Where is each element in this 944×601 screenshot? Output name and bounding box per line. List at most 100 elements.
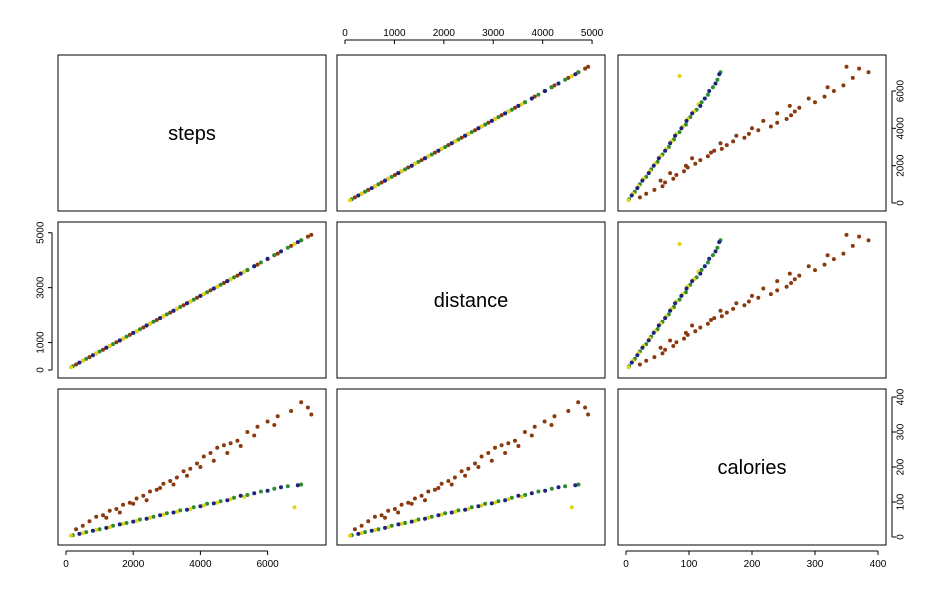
left-tick-label-distance-1000: 1000	[36, 331, 47, 354]
data-point-group_navy-13-steps-vs-distance	[529, 96, 534, 101]
data-point-group_brown-3-steps-vs-calories	[660, 184, 665, 189]
data-point-group_green-17-steps-vs-distance	[576, 70, 581, 75]
data-point-group_yellow-3-calories-vs-steps	[107, 525, 112, 530]
data-point-group_green-15-steps-vs-calories	[710, 85, 715, 90]
data-point-group_navy-9-calories-vs-steps	[198, 504, 203, 509]
top-tick-label-distance-0: 0	[342, 28, 348, 39]
data-point-group_brown-0-steps-vs-calories	[637, 195, 642, 200]
top-tick-label-distance-5000: 5000	[581, 28, 604, 39]
data-point-group_navy-4-calories-vs-distance	[409, 519, 414, 524]
data-point-group_brown-43-calories-vs-distance	[516, 444, 521, 448]
data-point-group_yellow-1-calories-vs-distance	[359, 531, 364, 536]
data-point-group_green-15-calories-vs-steps	[272, 486, 277, 491]
data-point-group_green-9-steps-vs-distance	[469, 130, 474, 135]
data-point-group_brown-37-calories-vs-steps	[158, 486, 163, 490]
data-point-group_navy-14-distance-vs-calories	[707, 256, 712, 261]
data-point-group_brown-7-calories-vs-distance	[399, 502, 404, 507]
data-point-group_yellow-14-calories-vs-steps	[292, 505, 297, 510]
data-point-group_brown-19-distance-vs-calories	[768, 292, 773, 297]
data-point-group_brown-15-steps-vs-calories	[731, 139, 736, 144]
data-point-group_green-3-calories-vs-steps	[111, 523, 115, 528]
data-point-group_navy-2-distance-vs-calories	[640, 345, 645, 350]
data-point-group_navy-1-steps-vs-calories	[635, 186, 640, 191]
data-point-group_yellow-10-calories-vs-steps	[201, 503, 206, 508]
data-point-group_navy-7-steps-vs-distance	[449, 141, 454, 146]
data-point-group_brown-4-steps-vs-calories	[663, 180, 668, 185]
data-point-group_green-2-calories-vs-distance	[376, 527, 381, 532]
data-point-group_brown-37-distance-vs-calories	[712, 316, 717, 321]
bottom-tick-label-calories-0: 0	[623, 559, 629, 570]
data-point-group_green-12-steps-vs-distance	[509, 107, 514, 112]
data-point-group_navy-9-distance-vs-steps	[198, 293, 203, 298]
data-point-group_yellow-7-calories-vs-steps	[161, 512, 166, 517]
data-point-group_brown-21-steps-vs-calories	[784, 117, 789, 121]
panel-frame-steps-calories	[617, 54, 887, 212]
data-point-group_brown-21-distance-vs-calories	[784, 284, 789, 289]
data-point-group_green-1-calories-vs-steps	[84, 530, 89, 535]
bottom-tick-label-calories-200: 200	[744, 559, 761, 570]
data-point-group_brown-4-calories-vs-distance	[379, 513, 384, 518]
data-point-group_brown-28-distance-vs-steps	[275, 251, 280, 256]
data-point-group_yellow-13-calories-vs-distance	[519, 494, 524, 499]
data-point-group_navy-1-calories-vs-steps	[90, 528, 95, 533]
bottom-tick-label-steps-4000: 4000	[189, 559, 212, 570]
data-point-group_green-4-calories-vs-steps	[124, 521, 129, 525]
data-point-group_brown-15-distance-vs-calories	[731, 306, 736, 311]
data-point-group_brown-24-calories-vs-distance	[513, 438, 517, 443]
data-point-group_yellow-6-calories-vs-distance	[426, 515, 431, 520]
data-point-group_brown-11-calories-vs-steps	[148, 489, 152, 494]
data-point-group_brown-17-calories-vs-distance	[466, 466, 471, 471]
data-point-group_yellow-9-calories-vs-steps	[188, 507, 193, 511]
data-point-group_yellow-14-distance-vs-calories	[677, 242, 682, 246]
data-point-group_brown-11-calories-vs-distance	[426, 489, 431, 494]
data-point-group_brown-23-steps-vs-calories	[792, 109, 797, 114]
right-tick-label-calories-0: 0	[896, 534, 907, 540]
data-point-group_brown-34-steps-vs-calories	[668, 171, 673, 176]
data-point-group_navy-15-calories-vs-distance	[556, 485, 561, 490]
data-point-group_green-16-steps-vs-calories	[715, 77, 720, 82]
data-point-group_navy-11-distance-vs-steps	[225, 279, 230, 284]
data-point-group_green-13-calories-vs-steps	[245, 493, 250, 497]
data-point-group_yellow-0-distance-vs-steps	[69, 365, 73, 370]
left-tick-label-distance-0: 0	[36, 367, 47, 373]
data-point-group_yellow-4-calories-vs-distance	[399, 521, 404, 526]
data-point-group_brown-6-steps-vs-distance	[392, 173, 397, 177]
data-point-group_brown-43-calories-vs-steps	[238, 444, 243, 448]
data-point-group_navy-14-steps-vs-calories	[707, 89, 712, 93]
data-point-group_navy-10-distance-vs-calories	[684, 286, 689, 291]
data-point-group_brown-30-calories-vs-steps	[299, 400, 304, 405]
data-point-group_brown-32-calories-vs-distance	[586, 412, 591, 417]
data-point-group_yellow-1-steps-vs-distance	[359, 191, 364, 196]
data-point-group_brown-22-steps-vs-calories	[789, 113, 794, 118]
data-point-group_brown-29-distance-vs-steps	[289, 243, 294, 248]
data-point-group_brown-40-steps-vs-calories	[750, 126, 754, 131]
panel-frame-steps-steps	[57, 54, 327, 212]
data-point-group_green-12-calories-vs-distance	[509, 495, 514, 500]
data-point-group_brown-13-calories-vs-steps	[161, 481, 166, 486]
data-point-group_yellow-6-distance-vs-steps	[148, 321, 152, 326]
data-point-group_yellow-3-distance-vs-steps	[107, 343, 112, 348]
data-point-group_brown-17-calories-vs-steps	[188, 466, 193, 471]
data-point-group_brown-26-steps-vs-calories	[822, 94, 827, 99]
data-point-group_green-8-calories-vs-distance	[456, 508, 461, 513]
data-point-group_green-15-calories-vs-distance	[549, 486, 554, 491]
data-point-group_brown-35-steps-vs-calories	[683, 163, 688, 168]
diagonal-label-steps: steps	[168, 123, 216, 145]
data-point-group_navy-9-steps-vs-calories	[679, 126, 684, 131]
data-point-group_brown-31-steps-vs-distance	[583, 66, 588, 71]
data-point-group_green-7-calories-vs-distance	[443, 511, 448, 516]
data-point-group_navy-13-distance-vs-calories	[702, 264, 707, 269]
data-point-group_navy-16-steps-vs-distance	[573, 72, 578, 77]
data-point-group_brown-33-calories-vs-distance	[383, 515, 387, 520]
data-point-group_navy-1-distance-vs-steps	[90, 353, 95, 358]
data-point-group_yellow-0-steps-vs-calories	[626, 198, 631, 203]
data-point-group_navy-12-steps-vs-calories	[698, 103, 703, 108]
data-point-group_brown-5-calories-vs-distance	[386, 508, 391, 513]
data-point-group_navy-6-calories-vs-steps	[158, 513, 163, 518]
data-point-group_brown-24-distance-vs-steps	[235, 273, 240, 278]
data-point-group_green-9-calories-vs-steps	[191, 505, 196, 510]
data-point-group_brown-27-distance-vs-calories	[831, 257, 836, 262]
data-point-group_navy-8-distance-vs-steps	[185, 301, 189, 306]
data-point-group_brown-19-steps-vs-calories	[768, 124, 773, 129]
